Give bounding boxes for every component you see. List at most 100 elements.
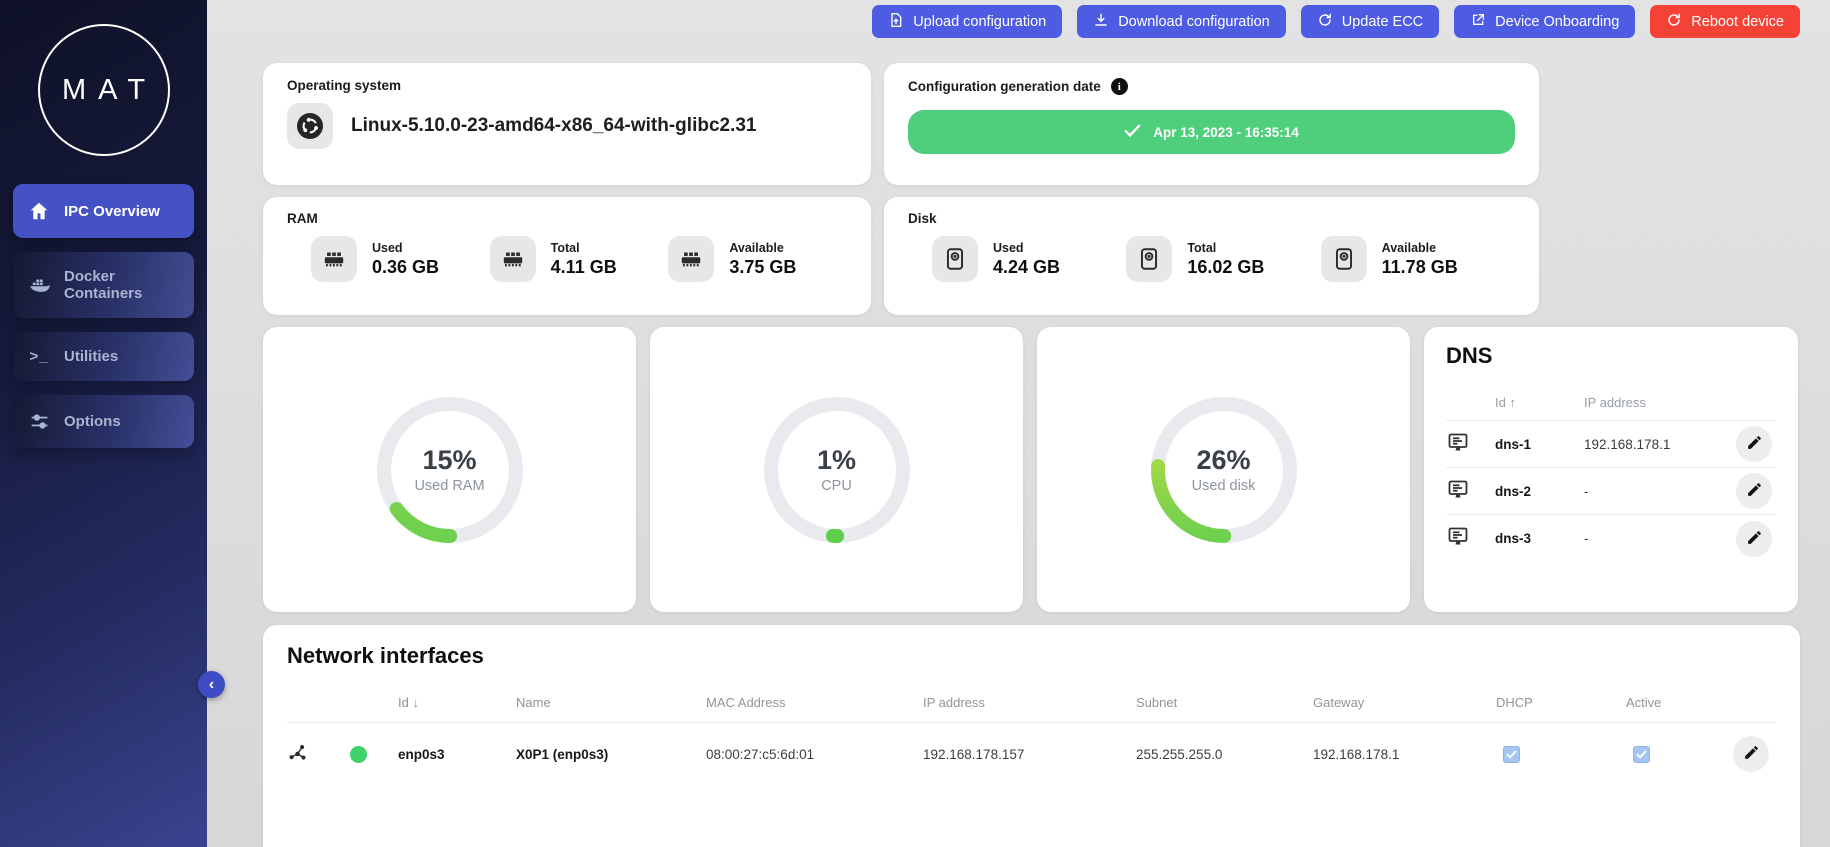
disk-available-stat: Available 11.78 GB: [1320, 236, 1515, 282]
card-title: Operating system: [287, 78, 402, 93]
ram-available-stat: Available 3.75 GB: [668, 236, 847, 282]
upload-configuration-button[interactable]: Upload configuration: [872, 5, 1063, 38]
configuration-date-card: Configuration generation date i Apr 13, …: [884, 63, 1539, 185]
network-table: Id ↓ Name MAC Address IP address Subnet …: [287, 695, 1776, 785]
button-label: Reboot device: [1691, 13, 1784, 30]
column-dhcp[interactable]: DHCP: [1496, 695, 1533, 710]
dns-ip: -: [1584, 483, 1589, 499]
gauge-value: 1%: [816, 445, 857, 475]
refresh-icon: [1317, 12, 1333, 32]
configuration-date-banner: Apr 13, 2023 - 16:35:14: [908, 110, 1515, 154]
sidebar-collapse-button[interactable]: ‹: [198, 671, 225, 698]
card-title: Disk: [908, 211, 937, 226]
card-title: RAM: [287, 211, 318, 226]
check-icon: [1506, 750, 1517, 759]
check-icon: [1636, 750, 1647, 759]
status-dot: [350, 745, 367, 763]
gauge-caption: Used disk: [1191, 478, 1256, 494]
info-icon[interactable]: i: [1110, 78, 1128, 95]
button-label: Update ECC: [1341, 13, 1424, 30]
terminal-icon: >_: [29, 348, 49, 365]
interface-id: enp0s3: [398, 746, 445, 762]
download-configuration-button[interactable]: Download configuration: [1077, 5, 1286, 38]
sidebar-item-label: Utilities: [64, 348, 119, 365]
dns-record-icon: [1446, 430, 1495, 459]
check-icon: [1124, 124, 1141, 141]
donut-gauge: 15% Used RAM: [370, 390, 530, 550]
edit-dns-button[interactable]: [1736, 520, 1772, 557]
network-interface-row: enp0s3 X0P1 (enp0s3) 08:00:27:c5:6d:01 1…: [287, 723, 1776, 785]
active-checkbox[interactable]: [1633, 745, 1650, 763]
gauge-caption: CPU: [821, 478, 852, 494]
stat-value: 4.24 GB: [993, 256, 1061, 277]
ram-icon: [668, 236, 715, 282]
restart-icon: [1666, 12, 1682, 32]
row-system: Operating system Linux-5.10.0-23-amd64-x…: [263, 63, 1800, 185]
dns-id: dns-2: [1495, 483, 1532, 499]
column-name[interactable]: Name: [516, 695, 551, 710]
column-id[interactable]: Id ↓: [398, 695, 419, 710]
column-ip[interactable]: IP address: [923, 695, 985, 710]
stat-value: 3.75 GB: [729, 256, 797, 277]
sidebar-nav: IPC Overview Docker Containers >_ Utilit…: [0, 184, 207, 448]
chevron-left-icon: ‹: [208, 675, 215, 693]
sidebar-item-label: Docker Containers: [64, 268, 143, 302]
card-title: Configuration generation date: [908, 79, 1101, 94]
update-ecc-button[interactable]: Update ECC: [1300, 5, 1440, 38]
pencil-icon: [1746, 434, 1763, 454]
dns-record-icon: [1446, 524, 1495, 553]
disk-used-stat: Used 4.24 GB: [932, 236, 1126, 282]
os-version-text: Linux-5.10.0-23-amd64-x86_64-with-glibc2…: [351, 115, 757, 136]
dns-column-id[interactable]: Id ↑: [1495, 395, 1516, 410]
sidebar: MAT IPC Overview Docker Containers >_ Ut…: [0, 0, 207, 847]
home-icon: [27, 200, 51, 222]
gauge-caption: Used RAM: [414, 478, 485, 494]
sidebar-item-label: Options: [64, 413, 121, 430]
column-subnet[interactable]: Subnet: [1136, 695, 1178, 710]
column-gateway[interactable]: Gateway: [1313, 695, 1365, 710]
sidebar-item-utilities[interactable]: >_ Utilities: [13, 332, 194, 381]
sidebar-item-label: IPC Overview: [64, 202, 160, 220]
gauge-value: 15%: [422, 445, 477, 475]
edit-dns-button[interactable]: [1736, 473, 1772, 509]
column-mac[interactable]: MAC Address: [706, 695, 786, 710]
dhcp-checkbox[interactable]: [1503, 745, 1520, 763]
stat-value: 11.78 GB: [1381, 256, 1458, 277]
device-onboarding-button[interactable]: Device Onboarding: [1454, 5, 1636, 38]
edit-interface-button[interactable]: [1733, 736, 1769, 772]
dns-row: dns-1 192.168.178.1: [1446, 421, 1776, 468]
os-logo-icon: [287, 103, 333, 149]
ram-used-stat: Used 0.36 GB: [311, 236, 490, 282]
button-label: Download configuration: [1118, 13, 1270, 30]
dns-ip: -: [1584, 531, 1589, 546]
sidebar-item-ipc-overview[interactable]: IPC Overview: [13, 184, 194, 238]
hard-drive-icon: [1320, 236, 1367, 282]
sidebar-item-docker-containers[interactable]: Docker Containers: [13, 252, 194, 318]
ram-total-stat: Total 4.11 GB: [489, 236, 669, 282]
dns-row: dns-2 -: [1446, 468, 1776, 515]
dns-row: dns-3 -: [1446, 515, 1776, 562]
column-active[interactable]: Active: [1626, 695, 1662, 710]
stat-label: Used: [372, 240, 403, 255]
pencil-icon: [1743, 744, 1760, 764]
dns-card-title: DNS: [1446, 343, 1493, 368]
network-hub-icon: [287, 742, 350, 767]
donut-gauge: 1% CPU: [757, 390, 917, 550]
stat-value: 4.11 GB: [550, 256, 617, 277]
cpu-usage-gauge-card: 1% CPU: [650, 327, 1023, 612]
dns-column-ip[interactable]: IP address: [1584, 395, 1646, 410]
donut-gauge: 26% Used disk: [1144, 390, 1304, 550]
stat-label: Used: [993, 240, 1024, 255]
stat-label: Available: [729, 240, 784, 255]
disk-card: Disk Used 4.24 GB: [884, 197, 1539, 315]
sidebar-item-options[interactable]: Options: [13, 395, 194, 448]
interface-ip: 192.168.178.157: [923, 746, 1025, 762]
dns-table: Id ↑ IP address dns-1 192.168.178.1: [1446, 395, 1776, 562]
pencil-icon: [1746, 481, 1763, 501]
stat-value: 0.36 GB: [372, 256, 440, 277]
interface-gateway: 192.168.178.1: [1313, 746, 1400, 762]
ram-icon: [311, 236, 357, 282]
hard-drive-icon: [932, 236, 978, 282]
reboot-device-button[interactable]: Reboot device: [1650, 5, 1800, 38]
edit-dns-button[interactable]: [1736, 426, 1772, 462]
